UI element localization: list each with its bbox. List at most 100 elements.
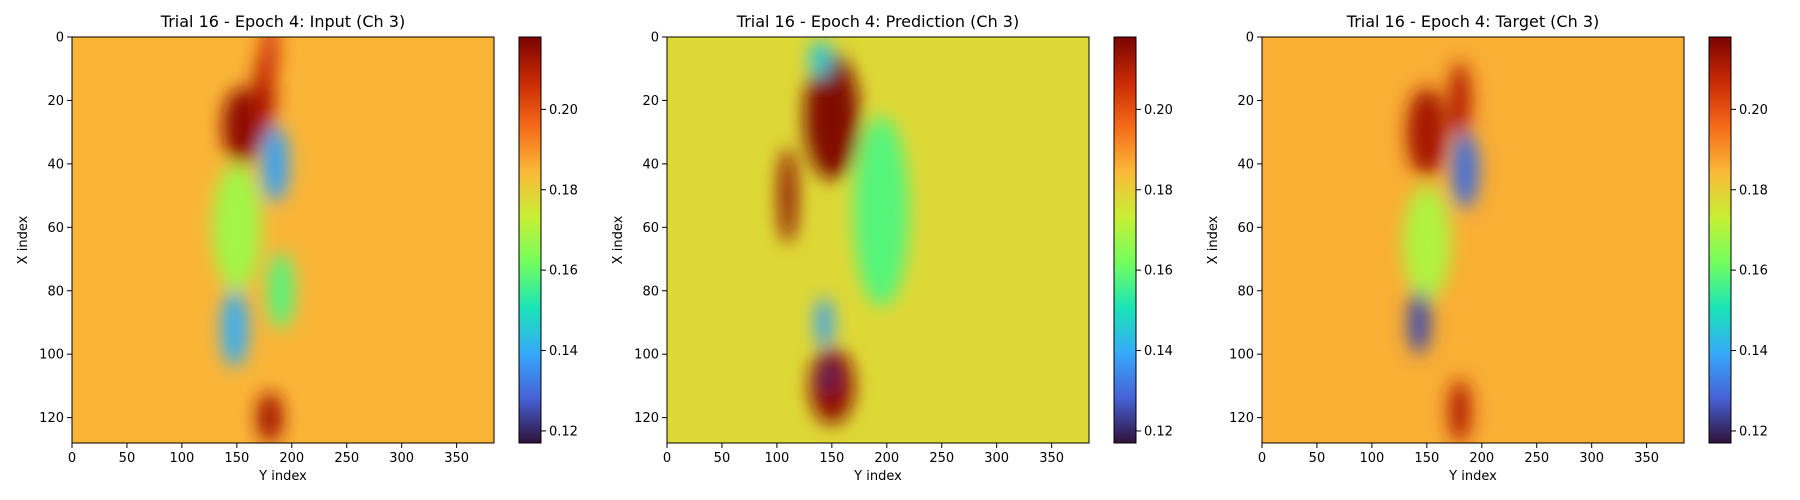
heatmap-feature-3 — [853, 116, 909, 307]
y-tick-label: 100 — [39, 348, 64, 363]
y-tick-label: 80 — [1237, 284, 1254, 299]
y-tick-label: 40 — [1237, 157, 1254, 172]
heatmap-field — [667, 37, 1089, 443]
colorbar-tick-label: 0.12 — [549, 424, 578, 439]
heatmap-background — [1262, 37, 1684, 443]
y-axis-label: X index — [611, 215, 626, 264]
heatmap-feature-1 — [804, 52, 860, 180]
x-tick-label: 150 — [224, 451, 249, 466]
heatmap-feature-1 — [1407, 87, 1447, 177]
heatmap-feature-5 — [1408, 290, 1431, 355]
colorbar-tick-label: 0.18 — [1144, 183, 1173, 198]
x-tick-label: 50 — [714, 451, 731, 466]
chart-title: Trial 16 - Epoch 4: Input (Ch 3) — [160, 12, 405, 31]
heatmap-feature-3 — [1452, 132, 1479, 209]
y-tick-label: 20 — [642, 94, 659, 109]
y-axis-label: X index — [16, 215, 31, 264]
heatmap-feature-7 — [821, 360, 836, 393]
heatmap-panel-1: Trial 16 - Epoch 4: Input (Ch 3) 0 50 100 15… — [16, 12, 578, 484]
heatmap-feature-2 — [779, 148, 797, 244]
y-tick-label: 80 — [47, 284, 64, 299]
plot-frame — [666, 36, 1090, 444]
x-tick-label: 100 — [764, 451, 789, 466]
x-tick-label: 350 — [1039, 451, 1064, 466]
x-tick-label: 250 — [929, 451, 954, 466]
colorbar: 0.12 0.14 0.16 0.18 0.20 — [1708, 36, 1768, 444]
x-tick-label: 350 — [444, 451, 469, 466]
x-tick-label: 250 — [1524, 451, 1549, 466]
x-tick-label: 200 — [279, 451, 304, 466]
x-axis-label: Y index — [853, 469, 902, 484]
x-tick-label: 250 — [334, 451, 359, 466]
x-tick-label: 100 — [1359, 451, 1384, 466]
y-tick-label: 0 — [56, 31, 64, 46]
y-tick-label: 100 — [634, 348, 659, 363]
colorbar-tick-label: 0.16 — [1144, 264, 1173, 279]
heatmap-feature-6 — [267, 252, 294, 329]
colorbar-gradient — [518, 36, 542, 444]
y-tick-label: 60 — [642, 221, 659, 236]
heatmap-panel-2: Trial 16 - Epoch 4: Prediction (Ch 3) 0 50… — [611, 12, 1173, 484]
colorbar-tick-label: 0.20 — [1739, 103, 1768, 118]
x-tick-label: 150 — [1414, 451, 1439, 466]
x-axis-label: Y index — [258, 469, 307, 484]
x-tick-label: 300 — [984, 451, 1009, 466]
x-tick-label: 0 — [663, 451, 671, 466]
y-tick-label: 80 — [642, 284, 659, 299]
x-tick-label: 200 — [874, 451, 899, 466]
colorbar-tick-label: 0.14 — [1739, 344, 1768, 359]
heatmap-feature-4 — [262, 125, 289, 202]
heatmap-feature-5 — [809, 40, 832, 79]
heatmap-feature-7 — [221, 290, 248, 367]
x-tick-label: 300 — [1579, 451, 1604, 466]
x-tick-label: 100 — [169, 451, 194, 466]
heatmap-feature-2 — [1448, 62, 1471, 139]
colorbar-tick-label: 0.20 — [1144, 103, 1173, 118]
colorbar: 0.12 0.14 0.16 0.18 0.20 — [518, 36, 578, 444]
heatmap-feature-3 — [261, 37, 279, 85]
y-tick-label: 20 — [1237, 94, 1254, 109]
chart-title: Trial 16 - Epoch 4: Target (Ch 3) — [1346, 12, 1599, 31]
heatmap-panel-3: Trial 16 - Epoch 4: Target (Ch 3) 0 50 100 1… — [1206, 12, 1768, 484]
y-tick-label: 40 — [642, 157, 659, 172]
y-tick-label: 60 — [1237, 221, 1254, 236]
y-tick-label: 120 — [1229, 411, 1254, 426]
heatmap-background — [72, 37, 494, 443]
colorbar-tick-label: 0.20 — [549, 103, 578, 118]
x-tick-label: 350 — [1634, 451, 1659, 466]
x-axis-label: Y index — [1448, 469, 1497, 484]
chart-title: Trial 16 - Epoch 4: Prediction (Ch 3) — [736, 12, 1019, 31]
heatmap-feature-1 — [222, 87, 263, 164]
x-tick-label: 50 — [119, 451, 136, 466]
colorbar-gradient — [1708, 36, 1732, 444]
x-tick-label: 0 — [68, 451, 76, 466]
x-tick-label: 50 — [1309, 451, 1326, 466]
heatmap-feature-4 — [1402, 186, 1452, 301]
colorbar-tick-label: 0.12 — [1144, 424, 1173, 439]
colorbar: 0.12 0.14 0.16 0.18 0.20 — [1113, 36, 1173, 444]
colorbar-tick-label: 0.16 — [549, 264, 578, 279]
plot-frame — [71, 36, 495, 444]
colorbar-tick-label: 0.12 — [1739, 424, 1768, 439]
y-tick-label: 0 — [1246, 31, 1254, 46]
heatmap-feature-8 — [256, 392, 283, 443]
x-tick-label: 150 — [819, 451, 844, 466]
x-tick-label: 0 — [1258, 451, 1266, 466]
y-tick-label: 0 — [651, 31, 659, 46]
y-tick-label: 120 — [634, 411, 659, 426]
colorbar-tick-label: 0.14 — [549, 344, 578, 359]
y-tick-label: 20 — [47, 94, 64, 109]
colorbar-tick-label: 0.14 — [1144, 344, 1173, 359]
colorbar-gradient — [1113, 36, 1137, 444]
colorbar-tick-label: 0.18 — [1739, 183, 1768, 198]
x-tick-label: 300 — [389, 451, 414, 466]
heatmap-feature-5 — [212, 163, 262, 291]
plot-frame — [1261, 36, 1685, 444]
colorbar-tick-label: 0.16 — [1739, 264, 1768, 279]
x-tick-label: 200 — [1469, 451, 1494, 466]
heatmap-feature-6 — [1448, 379, 1471, 443]
y-axis-label: X index — [1206, 215, 1221, 264]
colorbar-tick-label: 0.18 — [549, 183, 578, 198]
y-tick-label: 120 — [39, 411, 64, 426]
